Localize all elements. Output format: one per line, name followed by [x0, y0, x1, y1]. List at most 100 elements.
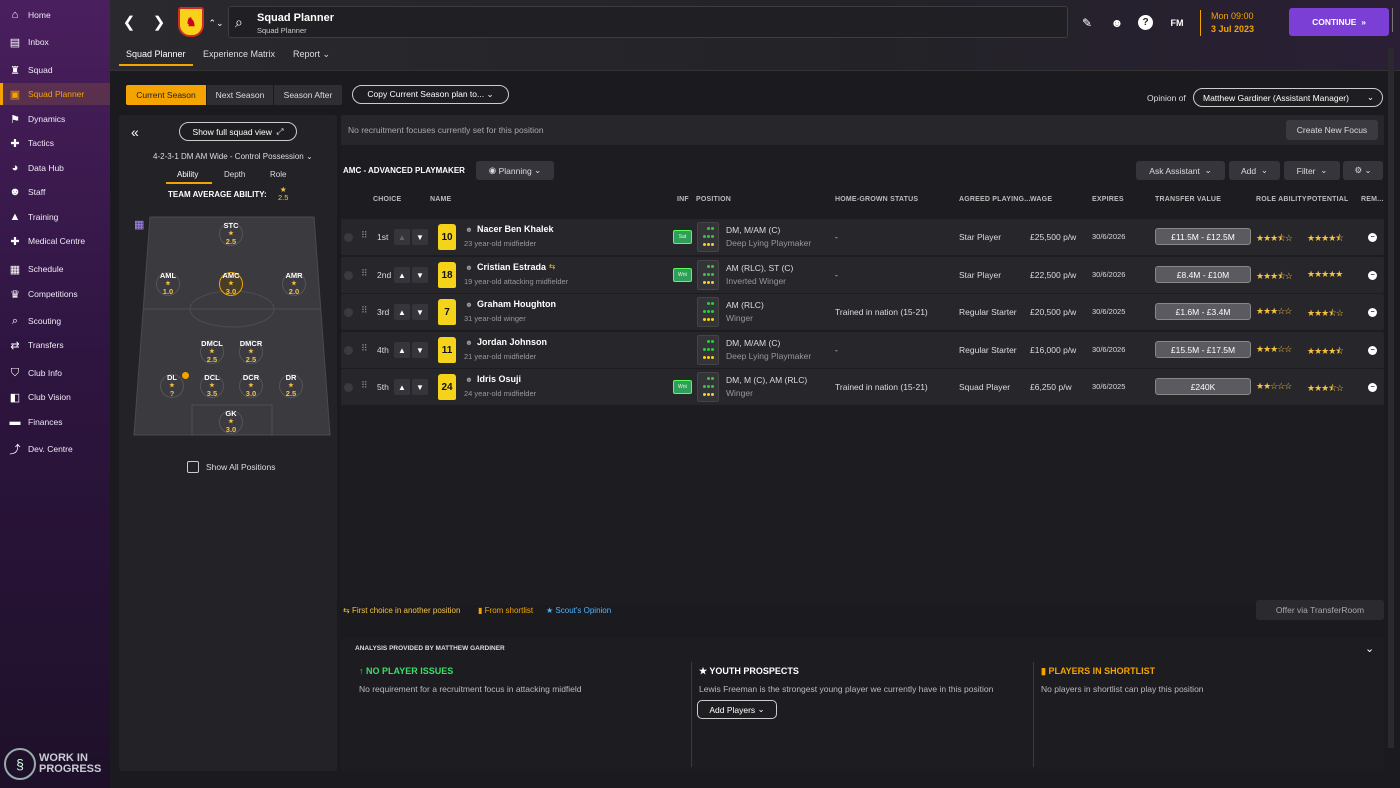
copy-plan-dropdown[interactable]: Copy Current Season plan to... ⌄	[352, 85, 509, 104]
col-transfer-value[interactable]: TRANSFER VALUE	[1155, 196, 1222, 203]
club-switch-chevron-icon[interactable]: ⌃⌄	[208, 17, 224, 28]
row-select-radio[interactable]	[344, 308, 353, 317]
position-dr[interactable]: DR ★ 2.5	[278, 374, 304, 398]
formation-dropdown[interactable]: 4-2-3-1 DM AM Wide - Control Possession …	[153, 152, 313, 161]
sidebar-item-schedule[interactable]: ▦ Schedule	[0, 258, 110, 280]
position-aml[interactable]: AML ★ 1.0	[155, 272, 181, 296]
sidebar-item-medical-centre[interactable]: ✚ Medical Centre	[0, 230, 110, 252]
season-next-button[interactable]: Next Season	[207, 85, 273, 105]
position-gk[interactable]: GK ★ 3.0	[218, 410, 244, 434]
move-up-button[interactable]: ▲	[394, 267, 410, 283]
sidebar-item-staff[interactable]: ☻ Staff	[0, 181, 110, 203]
position-dmcr[interactable]: DMCR ★ 2.5	[238, 340, 264, 364]
ask-assistant-dropdown[interactable]: Ask Assistant ⌄	[1136, 161, 1225, 180]
position-amr[interactable]: AMR ★ 2.0	[281, 272, 307, 296]
sidebar-item-home[interactable]: ⌂ Home	[0, 4, 110, 26]
position-dcr[interactable]: DCR ★ 3.0	[238, 374, 264, 398]
player-name[interactable]: Idris Osuji	[477, 374, 522, 384]
filter-dropdown[interactable]: Filter ⌄	[1284, 161, 1340, 180]
remove-icon[interactable]: −	[1368, 346, 1377, 355]
tab-role[interactable]: Role	[270, 170, 287, 179]
tab-depth[interactable]: Depth	[224, 170, 246, 179]
drag-handle-icon[interactable]: ⠿	[361, 380, 368, 390]
move-up-button[interactable]: ▲	[394, 379, 410, 395]
move-down-button[interactable]: ▼	[412, 304, 428, 320]
sidebar-item-finances[interactable]: ▬ Finances	[0, 411, 110, 433]
sidebar-item-data-hub[interactable]: ◕ Data Hub	[0, 157, 110, 179]
sidebar-item-inbox[interactable]: ▤ Inbox	[0, 31, 110, 53]
move-down-button[interactable]: ▼	[412, 342, 428, 358]
row-select-radio[interactable]	[344, 346, 353, 355]
drag-handle-icon[interactable]: ⠿	[361, 305, 368, 315]
sidebar-item-competitions[interactable]: ♛ Competitions	[0, 283, 110, 305]
remove-icon[interactable]: −	[1368, 233, 1377, 242]
sidebar-item-training[interactable]: ▲ Training	[0, 206, 110, 228]
sidebar-item-tactics[interactable]: ✚ Tactics	[0, 132, 110, 154]
sidebar-item-transfers[interactable]: ⇄ Transfers	[0, 334, 110, 356]
tab-ability[interactable]: Ability	[177, 170, 199, 179]
collapse-panel-icon[interactable]: «	[131, 124, 139, 140]
collapse-analysis-icon[interactable]: ⌄	[1365, 643, 1375, 655]
create-new-focus-button[interactable]: Create New Focus	[1286, 120, 1378, 140]
search-bar[interactable]: ⌕ Squad Planner Squad Planner	[228, 6, 1068, 38]
player-name[interactable]: Jordan Johnson	[477, 337, 548, 347]
row-select-radio[interactable]	[344, 383, 353, 392]
tab-squad-planner[interactable]: Squad Planner	[126, 49, 186, 59]
drag-handle-icon[interactable]: ⠿	[361, 230, 368, 240]
col-position[interactable]: POSITION	[696, 196, 732, 203]
planning-dropdown[interactable]: ◉ Planning ⌄	[476, 161, 554, 180]
player-name[interactable]: Nacer Ben Khalek	[477, 224, 554, 234]
move-down-button[interactable]: ▼	[412, 229, 428, 245]
col-role-ability[interactable]: ROLE ABILITY	[1256, 196, 1307, 203]
add-players-button[interactable]: Add Players ⌄	[697, 700, 777, 719]
col-inf[interactable]: INF	[677, 196, 689, 203]
drag-handle-icon[interactable]: ⠿	[361, 343, 368, 353]
forward-button[interactable]: ❯	[152, 14, 166, 31]
row-select-radio[interactable]	[344, 271, 353, 280]
sidebar-item-dynamics[interactable]: ⚑ Dynamics	[0, 108, 110, 130]
grid-view-icon[interactable]: ▦	[134, 219, 145, 231]
back-button[interactable]: ❮	[122, 14, 136, 31]
show-all-positions-checkbox[interactable]	[187, 461, 199, 473]
opinion-dropdown[interactable]: Matthew Gardiner (Assistant Manager) ⌄	[1193, 88, 1383, 107]
club-crest-icon[interactable]: ♞	[178, 7, 204, 37]
sidebar-item-club-info[interactable]: ⛉ Club Info	[0, 362, 110, 384]
col-remove[interactable]: REM...	[1361, 196, 1384, 203]
remove-icon[interactable]: −	[1368, 383, 1377, 392]
manager-face-icon[interactable]: ☻	[1110, 16, 1124, 30]
sidebar-item-squad[interactable]: ♜ Squad	[0, 59, 110, 81]
page-scrollbar[interactable]	[1388, 48, 1394, 748]
sidebar-item-squad-planner[interactable]: ▣ Squad Planner	[0, 83, 110, 105]
scroll-handle[interactable]	[1392, 8, 1398, 32]
player-name[interactable]: Cristian Estrada	[477, 262, 547, 272]
col-potential[interactable]: POTENTIAL	[1307, 196, 1349, 203]
move-up-button[interactable]: ▲	[394, 304, 410, 320]
sidebar-item-club-vision[interactable]: ◧ Club Vision	[0, 386, 110, 408]
settings-dropdown[interactable]: ⚙ ⌄	[1343, 161, 1383, 180]
row-select-radio[interactable]	[344, 233, 353, 242]
season-after-button[interactable]: Season After	[274, 85, 342, 105]
move-up-button[interactable]: ▲	[394, 342, 410, 358]
position-dmcl[interactable]: DMCL ★ 2.5	[199, 340, 225, 364]
move-down-button[interactable]: ▼	[412, 379, 428, 395]
remove-icon[interactable]: −	[1368, 271, 1377, 280]
continue-button[interactable]: CONTINUE »	[1289, 8, 1389, 36]
player-name[interactable]: Graham Houghton	[477, 299, 556, 309]
show-full-squad-button[interactable]: Show full squad view ⤢	[179, 122, 297, 141]
tab-report[interactable]: Report ⌄	[293, 49, 331, 59]
col-choice[interactable]: CHOICE	[373, 196, 402, 203]
col-home-grown[interactable]: HOME-GROWN STATUS	[835, 196, 919, 203]
fm-menu-button[interactable]: FM	[1170, 18, 1184, 28]
edit-icon[interactable]: ✎	[1081, 16, 1093, 30]
remove-icon[interactable]: −	[1368, 308, 1377, 317]
position-amc[interactable]: AMC ★ 3.0	[218, 272, 244, 296]
col-agreed-playing[interactable]: AGREED PLAYING...	[959, 196, 1031, 203]
position-dcl[interactable]: DCL ★ 3.5	[199, 374, 225, 398]
col-wage[interactable]: WAGE	[1030, 196, 1053, 203]
col-name[interactable]: NAME	[430, 196, 452, 203]
position-stc[interactable]: STC ★ 2.5	[218, 222, 244, 246]
col-expires[interactable]: EXPIRES	[1092, 196, 1124, 203]
move-down-button[interactable]: ▼	[412, 267, 428, 283]
drag-handle-icon[interactable]: ⠿	[361, 268, 368, 278]
season-current-button[interactable]: Current Season	[126, 85, 206, 105]
